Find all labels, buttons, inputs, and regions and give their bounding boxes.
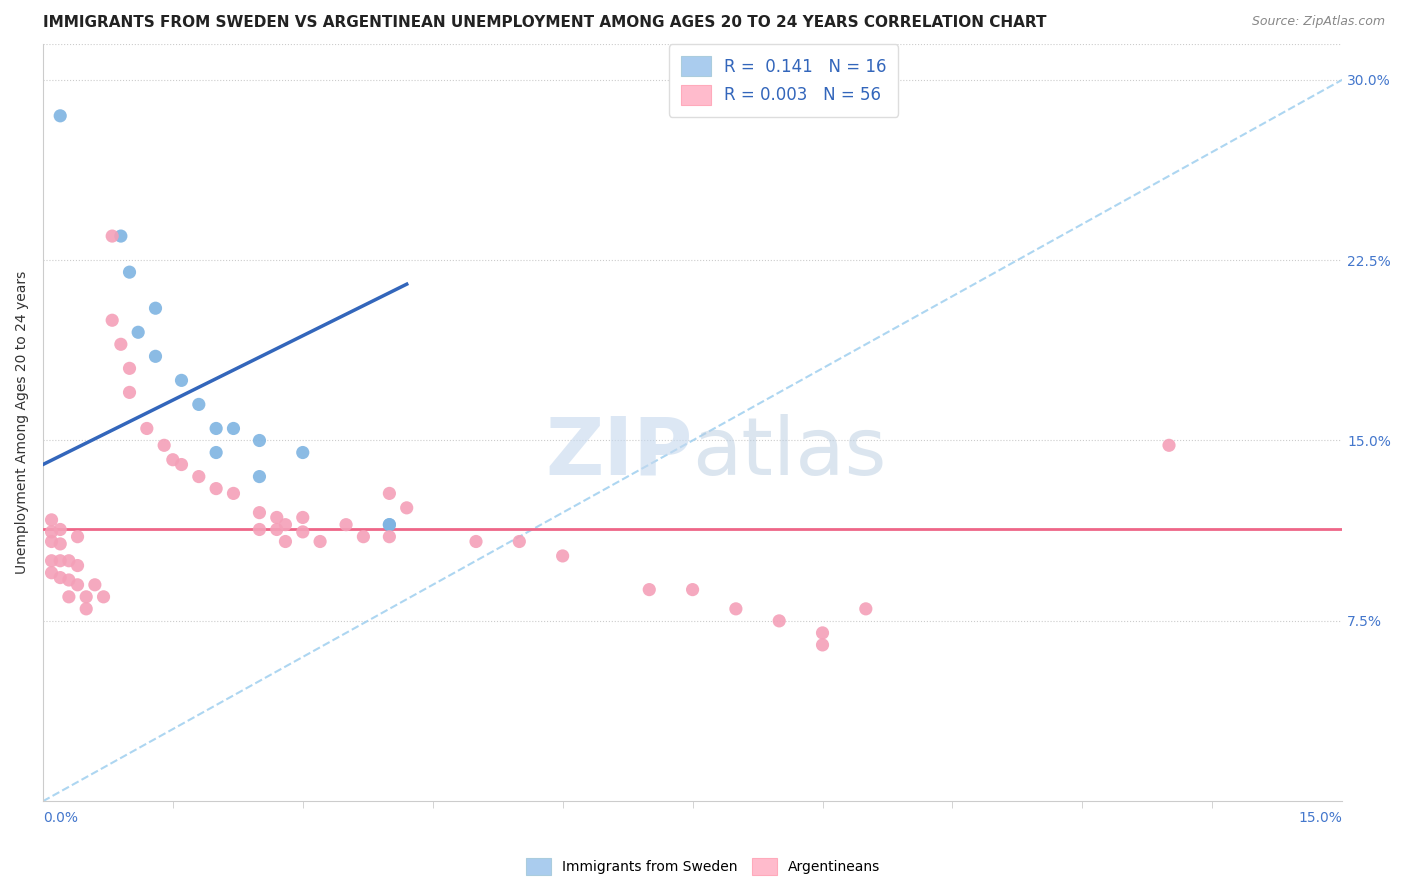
Point (768, 614, 790, 628)
Point (187, 397, 209, 411)
Text: Source: ZipAtlas.com: Source: ZipAtlas.com (1251, 15, 1385, 28)
Text: 15.0%: 15.0% (1298, 812, 1343, 825)
Point (145, 349, 167, 363)
Point (49, 523, 72, 537)
Point (93, 590, 115, 604)
Point (49, 109, 72, 123)
Point (378, 517, 401, 532)
Point (465, 534, 488, 549)
Point (205, 445, 228, 459)
Point (170, 373, 193, 387)
Point (811, 626, 834, 640)
Point (811, 638, 834, 652)
Point (49, 571, 72, 585)
Point (41, 566, 63, 580)
Point (378, 517, 401, 532)
Point (291, 510, 314, 524)
Point (378, 530, 401, 544)
Point (75, 602, 97, 616)
Point (508, 534, 530, 549)
Point (162, 452, 184, 467)
Point (291, 524, 314, 539)
Text: 0.0%: 0.0% (44, 812, 77, 825)
Point (66, 558, 89, 573)
Point (170, 458, 193, 472)
Point (266, 510, 288, 524)
Point (66, 578, 89, 592)
Point (187, 469, 209, 483)
Text: ZIP: ZIP (546, 414, 693, 491)
Point (58, 554, 80, 568)
Point (118, 361, 141, 376)
Point (118, 265, 141, 279)
Point (266, 523, 288, 537)
Point (110, 337, 132, 351)
Y-axis label: Unemployment Among Ages 20 to 24 years: Unemployment Among Ages 20 to 24 years (15, 271, 30, 574)
Point (135, 421, 157, 435)
Point (274, 517, 297, 532)
Point (249, 434, 271, 448)
Point (127, 325, 149, 339)
Point (274, 534, 297, 549)
Point (249, 469, 271, 483)
Point (153, 438, 176, 452)
Point (855, 602, 877, 616)
Point (309, 534, 332, 549)
Point (1157, 438, 1180, 452)
Point (41, 524, 63, 539)
Point (222, 421, 245, 435)
Point (49, 554, 72, 568)
Point (352, 530, 374, 544)
Point (682, 582, 704, 597)
Point (41, 554, 63, 568)
Legend: Immigrants from Sweden, Argentineans: Immigrants from Sweden, Argentineans (520, 853, 886, 880)
Point (49, 537, 72, 551)
Point (118, 385, 141, 400)
Point (83, 578, 105, 592)
Point (222, 486, 245, 500)
Point (378, 486, 401, 500)
Point (724, 602, 747, 616)
Point (101, 229, 124, 244)
Point (145, 301, 167, 316)
Text: atlas: atlas (693, 414, 887, 491)
Point (75, 590, 97, 604)
Point (110, 229, 132, 244)
Point (335, 517, 357, 532)
Point (395, 500, 418, 515)
Point (41, 513, 63, 527)
Point (58, 590, 80, 604)
Legend: R =  0.141   N = 16, R = 0.003   N = 56: R = 0.141 N = 16, R = 0.003 N = 56 (669, 45, 898, 117)
Point (551, 549, 574, 563)
Point (66, 530, 89, 544)
Point (101, 313, 124, 327)
Text: IMMIGRANTS FROM SWEDEN VS ARGENTINEAN UNEMPLOYMENT AMONG AGES 20 TO 24 YEARS COR: IMMIGRANTS FROM SWEDEN VS ARGENTINEAN UN… (44, 15, 1046, 30)
Point (205, 482, 228, 496)
Point (249, 506, 271, 520)
Point (638, 582, 661, 597)
Point (58, 573, 80, 587)
Point (249, 523, 271, 537)
Point (205, 421, 228, 435)
Point (291, 445, 314, 459)
Point (41, 534, 63, 549)
